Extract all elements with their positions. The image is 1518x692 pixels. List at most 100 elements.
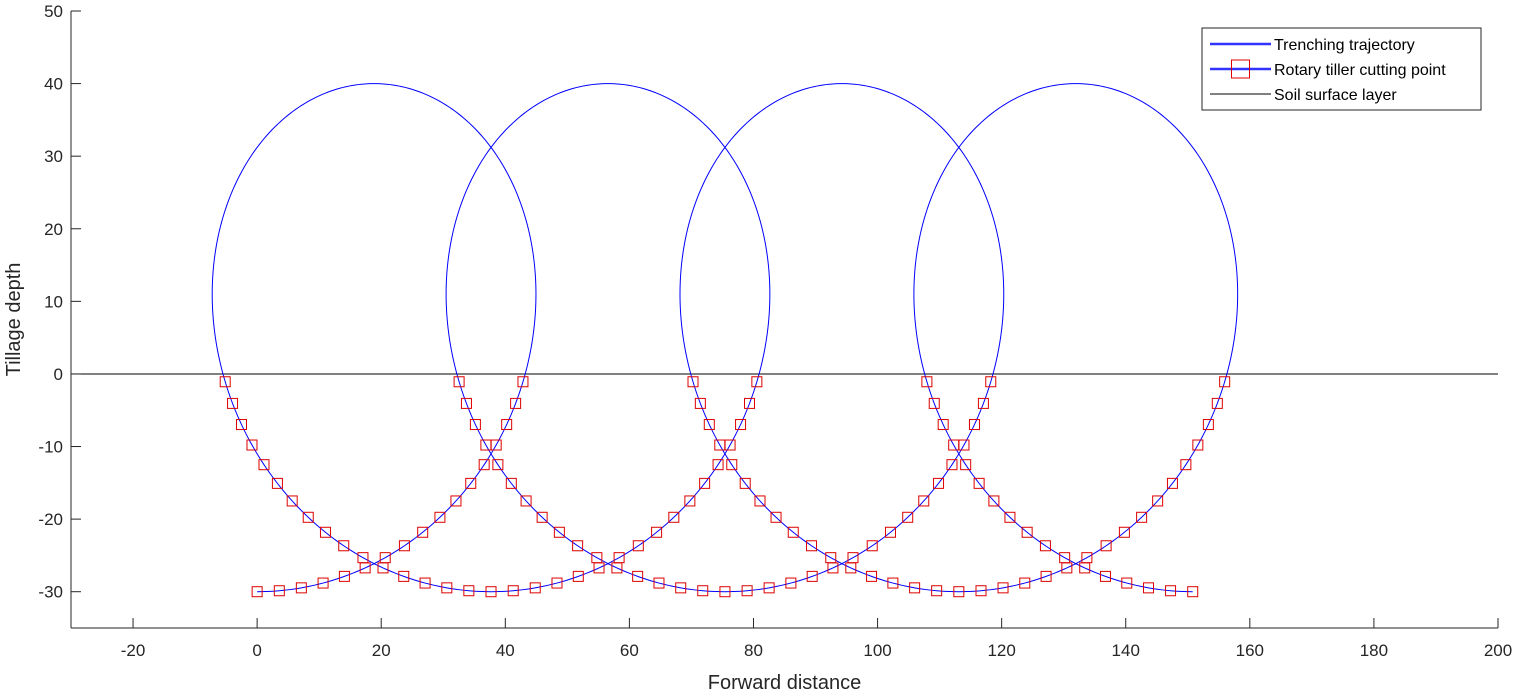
legend-cutting-point-swatch-marker (1231, 59, 1250, 79)
cutting-point-marker (317, 577, 329, 589)
cutting-point-marker (492, 459, 504, 471)
legend: Trenching trajectory Rotary tiller cutti… (1201, 27, 1482, 111)
y-tick-label: -20 (38, 510, 63, 529)
legend-soil-surface-label: Soil surface layer (1274, 87, 1397, 104)
cutting-point-marker (885, 526, 896, 538)
x-tick-label: 40 (496, 641, 515, 660)
cutting-point-marker (1180, 459, 1192, 471)
cutting-point-marker (968, 419, 980, 431)
cutting-point-marker (480, 439, 492, 451)
cutting-point-marker (1166, 477, 1178, 489)
cutting-point-marker (997, 582, 1009, 594)
legend-trajectory-label: Trenching trajectory (1274, 37, 1415, 54)
x-tick-label: 0 (252, 641, 261, 660)
cutting-point-marker (319, 526, 331, 538)
cutting-point-marker (1100, 540, 1112, 552)
cutting-point-marker (510, 397, 522, 409)
cutting-point-marker (735, 419, 747, 431)
cutting-point-marker (286, 495, 298, 507)
cutting-point-marker (1121, 577, 1133, 589)
cutting-point-marker (785, 577, 797, 589)
cutting-point-marker (887, 577, 899, 589)
cutting-point-marker (1192, 439, 1204, 451)
cutting-point-marker (1202, 419, 1214, 431)
cutting-point-marker (948, 439, 960, 451)
cutting-point-marker (931, 585, 943, 597)
trenching-trajectory-line (211, 83, 1239, 593)
cutting-point-marker (302, 511, 314, 523)
cutting-point-marker (1187, 586, 1199, 598)
y-axis-ticks: -30 -20 -10 0 10 20 30 40 50 (38, 2, 81, 602)
cutting-point-marker (377, 562, 389, 574)
cutting-point-marker (551, 577, 563, 589)
cutting-point-marker (258, 459, 270, 471)
x-axis-title: Forward distance (708, 672, 861, 692)
cutting-point-marker (744, 397, 756, 409)
cutting-point-marker (763, 582, 775, 594)
y-tick-label: 30 (44, 147, 63, 166)
cutting-point-marker (902, 511, 914, 523)
cutting-point-marker (417, 526, 429, 538)
cutting-point-marker (845, 562, 857, 574)
x-axis-ticks: -20 0 20 40 60 80 100 120 140 160 180 200 (121, 618, 1512, 660)
cutting-point-marker (918, 495, 930, 507)
cutting-point-marker (806, 540, 818, 552)
cutting-point-marker (632, 570, 644, 582)
legend-cutting-point-label: Rotary tiller cutting point (1274, 62, 1446, 79)
cutting-point-marker (714, 439, 726, 451)
cutting-point-marker (694, 397, 706, 409)
cutting-point-marker (463, 585, 475, 597)
cutting-point-marker (653, 577, 665, 589)
cutting-point-marker (703, 419, 715, 431)
cutting-point-marker (946, 459, 958, 471)
cutting-point-marker (975, 585, 987, 597)
cutting-point-marker (1040, 570, 1052, 582)
cutting-point-marker (712, 459, 724, 471)
cutting-point-marker (529, 582, 541, 594)
cutting-point-marker (271, 477, 283, 489)
cutting-point-marker (501, 419, 513, 431)
cutting-point-marker (434, 511, 446, 523)
cutting-point-marker (338, 570, 350, 582)
cutting-point-marker (977, 397, 989, 409)
cutting-point-marker (988, 495, 1000, 507)
cutting-point-marker (520, 495, 532, 507)
cutting-point-marker (726, 459, 738, 471)
cutting-point-marker (1079, 562, 1091, 574)
cutting-point-marker (398, 570, 410, 582)
cutting-point-marker (1099, 570, 1111, 582)
cutting-point-marker (1118, 526, 1130, 538)
cutting-point-marker (219, 376, 231, 388)
x-tick-label: 60 (620, 641, 639, 660)
cutting-point-marker (770, 511, 782, 523)
cutting-point-marker (953, 586, 965, 598)
cutting-point-marker (517, 376, 529, 388)
x-tick-label: 160 (1236, 641, 1264, 660)
cutting-point-marker (338, 540, 350, 552)
cutting-point-marker (1136, 511, 1148, 523)
cutting-point-marker (675, 582, 687, 594)
cutting-point-marker (1152, 495, 1164, 507)
cutting-point-marker (507, 585, 519, 597)
cutting-point-marker (357, 552, 369, 564)
cutting-point-markers (219, 376, 1231, 598)
cutting-point-marker (741, 585, 753, 597)
y-tick-label: 50 (44, 2, 63, 21)
cutting-point-marker (739, 477, 751, 489)
cutting-point-marker (1165, 585, 1177, 597)
cutting-point-marker (1039, 540, 1051, 552)
y-tick-label: -10 (38, 438, 63, 457)
cutting-point-marker (684, 495, 696, 507)
x-tick-label: 20 (372, 641, 391, 660)
y-tick-label: 0 (54, 365, 63, 384)
cutting-point-marker (825, 552, 837, 564)
y-axis-title: Tillage depth (3, 263, 25, 377)
y-tick-label: 40 (44, 75, 63, 94)
cutting-point-marker (668, 511, 680, 523)
cutting-point-marker (227, 397, 239, 409)
cutting-point-marker (687, 376, 699, 388)
cutting-point-marker (1004, 511, 1016, 523)
cutting-point-marker (699, 477, 711, 489)
cutting-point-marker (419, 577, 431, 589)
